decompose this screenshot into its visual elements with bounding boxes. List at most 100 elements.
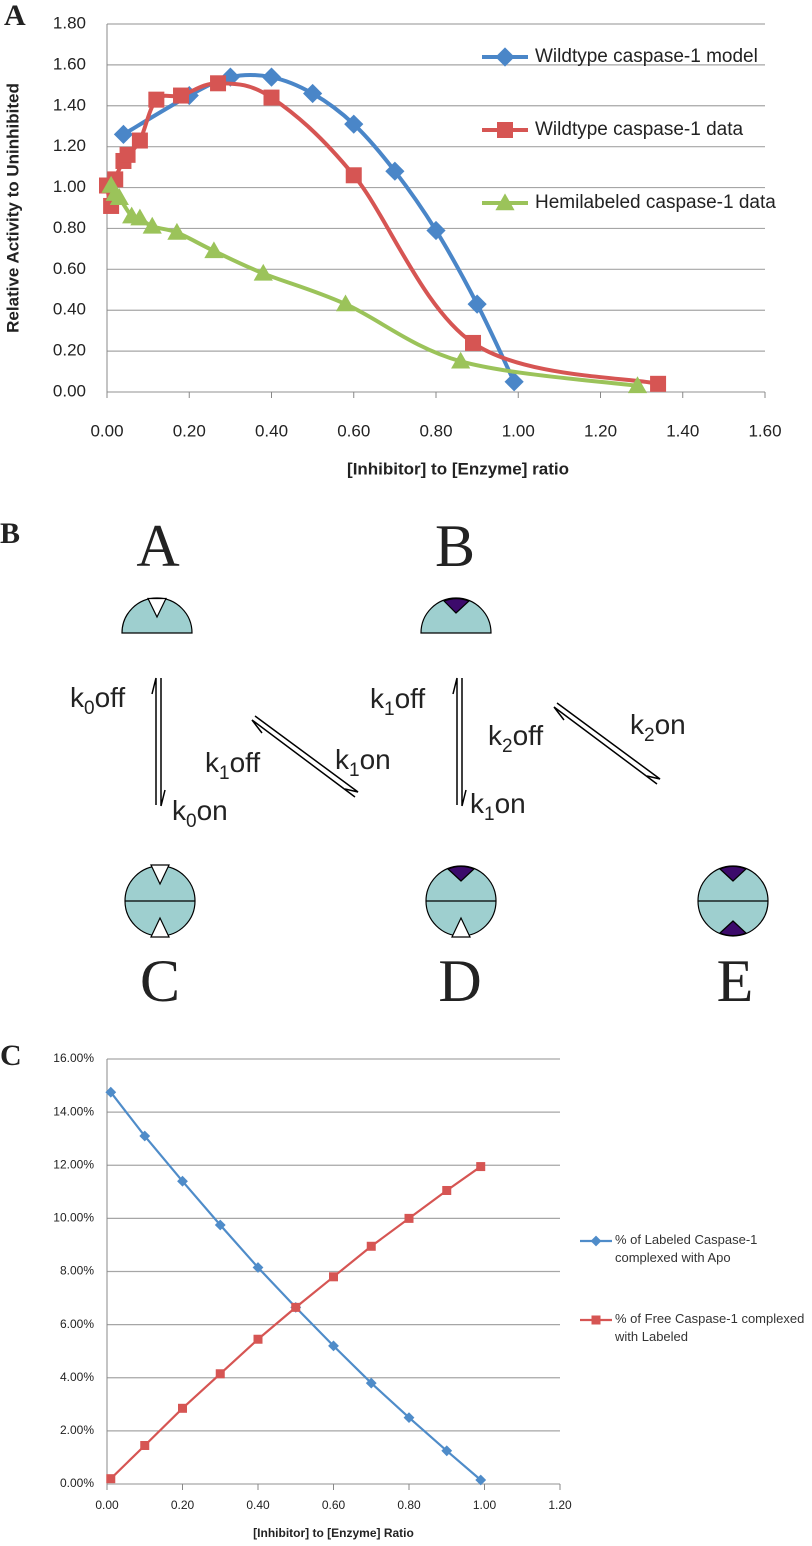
marker [177, 1175, 188, 1187]
legend-label: % of Labeled Caspase-1 complexed with Ap… [615, 1232, 758, 1265]
equilibrium-arrows [151, 677, 661, 807]
y-tick-label: 1.60 [53, 54, 86, 73]
marker [495, 47, 515, 67]
marker [335, 294, 356, 312]
x-tick-label: 0.40 [246, 1498, 270, 1512]
legend-label: Wildtype caspase-1 data [535, 119, 743, 140]
legend-box: % of Labeled Caspase-1 complexed with Ap… [615, 1232, 758, 1265]
y-tick-label: 14.00% [53, 1104, 94, 1118]
marker [366, 1241, 376, 1251]
marker [591, 1315, 601, 1325]
legend-label: Wildtype caspase-1 model [535, 46, 758, 67]
x-tick-label: 0.60 [322, 1498, 346, 1512]
y-tick-label: 0.40 [53, 300, 86, 319]
state-label: B [435, 513, 475, 579]
x-tick-label: 1.00 [502, 421, 535, 440]
marker [385, 161, 405, 181]
marker [204, 241, 224, 259]
marker [263, 89, 280, 106]
marker [178, 1403, 187, 1413]
y-tick-label: 6.00% [60, 1317, 94, 1331]
y-tick-label: 0.80 [53, 218, 86, 237]
rate-constant: k1on [335, 744, 391, 781]
marker [179, 85, 199, 106]
marker [109, 188, 129, 205]
rate-constant: k2off [488, 720, 543, 757]
x-tick-label: 0.00 [90, 421, 123, 440]
rate-base: k [370, 683, 385, 714]
marker [467, 294, 487, 314]
y-tick-label: 1.20 [53, 136, 86, 155]
rate-constant: k1on [470, 788, 526, 825]
y-tick-label: 1.40 [53, 95, 86, 114]
marker [426, 220, 446, 241]
y-tick-label: 2.00% [60, 1423, 94, 1437]
rate-constant: k0off [70, 682, 125, 719]
series-line [109, 184, 638, 388]
rate-base: k [488, 720, 503, 751]
state-label: C [140, 948, 180, 1014]
marker [140, 1440, 150, 1450]
rate-subscript: 1 [484, 804, 495, 825]
y-tick-label: 0.00 [53, 381, 86, 400]
marker [214, 1219, 226, 1231]
rate-subscript: 2 [644, 725, 655, 746]
marker [497, 122, 513, 138]
diagram-shapes [121, 597, 769, 938]
y-tick-label: 4.00% [60, 1370, 94, 1384]
legend-box: % of Free Caspase-1 complexed with Label… [615, 1311, 805, 1344]
legend-label: % of Free Caspase-1 complexed with Label… [615, 1311, 805, 1344]
marker [504, 372, 524, 392]
rate-constant: k0on [172, 795, 228, 832]
rate-suffix: off [513, 720, 544, 751]
marker [113, 124, 134, 144]
marker [345, 167, 362, 184]
x-tick-label: 1.20 [584, 421, 617, 440]
rate-base: k [470, 788, 485, 819]
marker [119, 146, 136, 163]
state-label: D [438, 948, 481, 1014]
marker [253, 1334, 263, 1344]
marker [404, 1213, 414, 1223]
marker [252, 1262, 264, 1273]
x-tick-label: 1.20 [548, 1498, 572, 1512]
marker [291, 1302, 301, 1312]
state-label: A [136, 513, 179, 579]
rate-suffix: on [360, 744, 391, 775]
rate-base: k [172, 795, 187, 826]
marker [344, 114, 364, 134]
x-tick-label: 0.80 [419, 421, 452, 440]
marker [261, 67, 282, 87]
x-tick-label: 0.40 [255, 421, 288, 440]
marker [465, 334, 482, 351]
marker [173, 87, 190, 104]
y-tick-label: 10.00% [53, 1211, 94, 1225]
marker [650, 375, 667, 392]
series-line [109, 1091, 482, 1481]
marker [627, 376, 648, 394]
y-tick-label: 1.80 [53, 13, 86, 32]
marker [131, 132, 148, 149]
marker [328, 1340, 339, 1352]
marker [253, 263, 273, 281]
legend-label: Hemilabeled caspase-1 data [535, 192, 776, 213]
x-tick-label: 1.40 [666, 421, 699, 440]
marker [303, 83, 323, 104]
marker [139, 1130, 151, 1142]
rate-suffix: on [655, 709, 686, 740]
marker [210, 75, 227, 92]
y-axis-title: Relative Activity to Uninhibited [3, 83, 22, 333]
panel-label: A [4, 0, 26, 32]
marker [451, 351, 471, 369]
rate-subscript: 0 [186, 811, 197, 832]
marker [403, 1412, 415, 1423]
marker [142, 216, 162, 234]
marker [495, 193, 515, 211]
rate-constant: k1off [370, 683, 425, 720]
marker [215, 1369, 225, 1379]
marker [130, 208, 150, 226]
panel-label: C [0, 1039, 22, 1072]
rate-base: k [335, 744, 350, 775]
rate-suffix: on [197, 795, 228, 826]
x-tick-label: 0.20 [171, 1498, 195, 1512]
